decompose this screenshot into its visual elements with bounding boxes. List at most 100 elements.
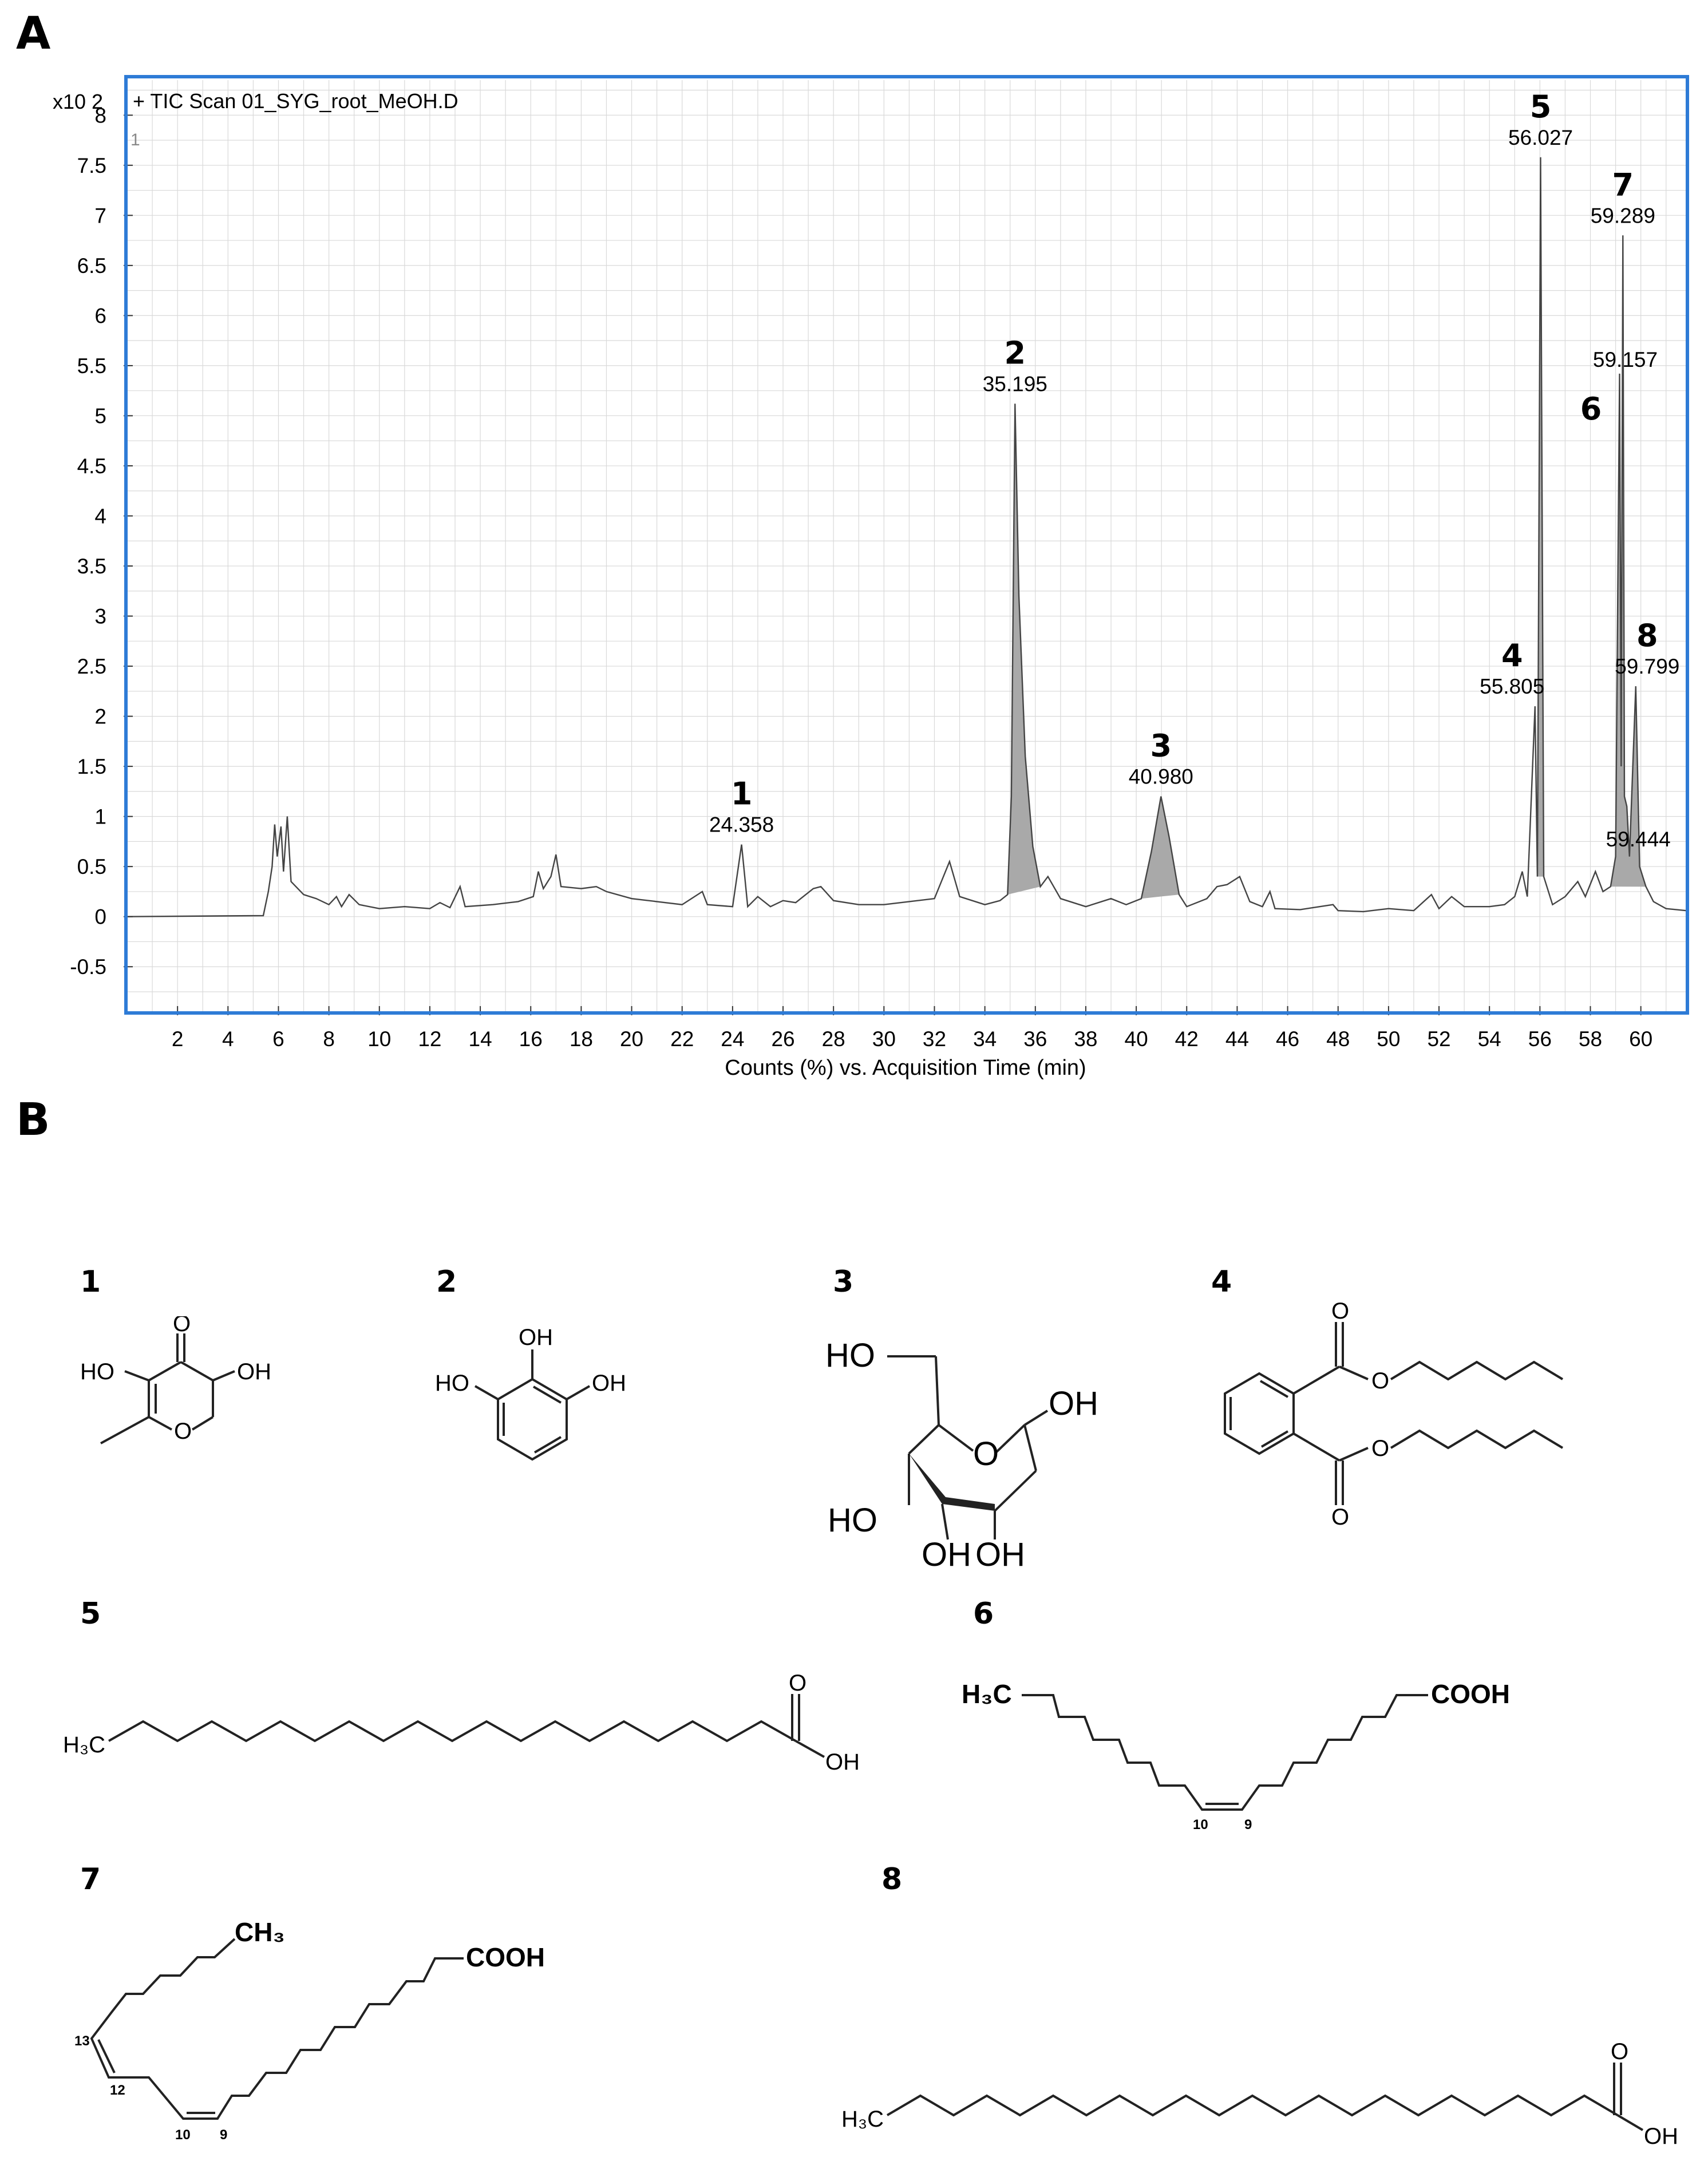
peak-number-label: 5 [1530,89,1552,125]
c6-methyl: H₃C [962,1679,1012,1709]
y-tick-label: 7.5 [77,154,106,177]
x-tick-label: 12 [418,1027,441,1051]
peak-fill-5 [1537,157,1544,877]
c7-chain [90,1938,464,2120]
x-tick-label: 28 [822,1027,845,1051]
c7-double-bond-12 [97,2039,116,2073]
x-tick-label: 44 [1225,1027,1249,1051]
c7-position-10: 10 [175,2127,191,2143]
y-tick-label: 5.5 [77,354,106,378]
x-tick-label: 48 [1326,1027,1350,1051]
x-tick-label: 24 [721,1027,744,1051]
panel-label-b: B [16,1094,50,1146]
peak-number-label: 4 [1501,638,1523,674]
compound-4-number: 4 [1211,1265,1232,1299]
y-tick-label: 6.5 [77,254,106,278]
peak-rt-label: 35.195 [983,372,1047,395]
peak-fills [1007,157,1646,899]
x-tick-label: 16 [519,1027,543,1051]
chart-frame [124,75,1689,1015]
y-tick-label: 5 [94,404,106,428]
x-tick-label: 26 [771,1027,794,1051]
peak-number-label: 2 [1005,335,1026,371]
compound-6-structure: H₃C COOH 10 9 [962,1679,1510,1832]
compound-8-structure: H₃C O OH [841,2039,1678,2149]
c2-oh-top: OH [519,1325,553,1350]
compound-5-structure: H₃C O OH [63,1671,859,1775]
peak-rt-label: 40.980 [1129,765,1193,789]
compound-1-structure: O HO OH O [80,1316,271,1444]
peak-rt-label: 59.444 [1606,828,1671,851]
x-tick-label: 18 [570,1027,593,1051]
c1-oxygen-ring: O [174,1419,192,1444]
c5-oxygen: O [789,1671,806,1696]
panel-label-a: A [16,8,51,60]
chart-title: + TIC Scan 01_SYG_root_MeOH.D [133,89,458,113]
x-tick-label: 32 [923,1027,946,1051]
c3-wedge-bond [909,1454,995,1511]
peak-fill-2 [1007,403,1041,895]
peak-number-label: 8 [1636,618,1658,654]
x-tick-label: 42 [1175,1027,1199,1051]
c7-cooh: COOH [466,1942,545,1972]
x-tick-label: 56 [1528,1027,1552,1051]
c6-position-10: 10 [1193,1817,1208,1832]
compound-2-number: 2 [436,1265,457,1299]
peak-fill-3 [1141,796,1179,899]
x-tick-label: 38 [1074,1027,1097,1051]
c6-chain [1022,1694,1428,1811]
c3-ho-bottom: HO [828,1502,877,1539]
c3-oh-right: OH [1049,1385,1098,1422]
c6-cooh: COOH [1431,1679,1510,1709]
compound-8-number: 8 [881,1862,903,1897]
y-tick-label: 7 [94,204,106,227]
y-tick-label: 6 [94,304,106,327]
y-tick-label: 1.5 [77,755,106,778]
y-tick-label: 3 [94,605,106,628]
x-tick-label: 34 [973,1027,997,1051]
x-tick-label: 50 [1377,1027,1400,1051]
compound-1-number: 1 [80,1265,101,1299]
compound-2-structure: OH HO OH [435,1325,626,1461]
c5-oh: OH [825,1749,859,1775]
tic-trace-line [126,157,1687,917]
y-tick-label: 8 [94,104,106,127]
compound-6-number: 6 [973,1597,994,1631]
compound-5-number: 5 [80,1597,101,1631]
peak-number-label: 1 [731,776,753,812]
compound-3-number: 3 [833,1265,854,1299]
compound-4-structure: O O O O [1224,1299,1564,1530]
x-tick-label: 8 [323,1027,335,1051]
y-tick-label: 4 [94,504,106,528]
x-tick-label: 14 [469,1027,492,1051]
peak-rt-label: 59.799 [1615,655,1679,678]
x-tick-label: 52 [1427,1027,1450,1051]
c4-oxygen-ester-1: O [1371,1368,1389,1394]
compound-3-structure: HO O OH HO OH OH [825,1337,1098,1573]
peak-number-label: 7 [1612,167,1634,203]
x-tick-label: 22 [670,1027,694,1051]
x-tick-label: 60 [1629,1027,1652,1051]
y-tick-label: -0.5 [70,955,106,979]
y-tick-label: 2 [94,705,106,729]
c7-position-9: 9 [220,2127,227,2143]
c8-chain [886,2094,1619,2117]
x-tick-label: 10 [367,1027,391,1051]
c7-methyl: CH₃ [235,1917,285,1947]
compound-7-structure: CH₃ COOH 13 12 10 9 [74,1917,545,2143]
c1-ho: HO [80,1359,114,1384]
y-multiplier-label: x10 2 [53,90,103,113]
x-tick-label: 36 [1023,1027,1047,1051]
c3-oh-bottom-2: OH [975,1536,1025,1573]
x-tick-label: 6 [272,1027,284,1051]
peak-rt-label: 56.027 [1508,126,1573,149]
c3-ho-top: HO [825,1337,875,1374]
y-tick-label: 1 [94,805,106,829]
x-tick-label: 4 [222,1027,234,1051]
x-tick-label: 2 [172,1027,184,1051]
c5-methyl: H₃C [63,1732,105,1758]
x-tick-label: 46 [1276,1027,1299,1051]
peak-number-label: 6 [1580,391,1602,427]
